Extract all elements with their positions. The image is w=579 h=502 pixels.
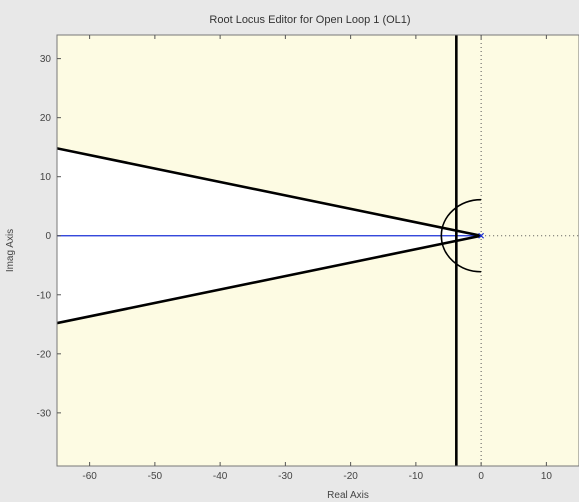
x-tick-label: -10	[409, 471, 424, 482]
plot-title: Root Locus Editor for Open Loop 1 (OL1)	[209, 14, 410, 26]
x-tick-label: -40	[213, 471, 228, 482]
y-tick-label: 30	[40, 54, 52, 65]
y-tick-label: 0	[45, 231, 51, 242]
y-tick-label: 20	[40, 113, 52, 124]
y-tick-label: -30	[37, 408, 52, 419]
damping-ratio-constraint-upper[interactable]	[57, 147, 482, 238]
x-tick-label: -60	[82, 471, 97, 482]
y-axis-label: Imag Axis	[5, 229, 16, 272]
y-tick-label: -20	[37, 349, 52, 360]
plot-content	[57, 35, 579, 466]
natural-frequency-constraint[interactable]	[440, 198, 482, 273]
y-tick-label: 10	[40, 172, 52, 183]
x-axis-label: Real Axis	[327, 490, 369, 501]
x-tick-label: -20	[343, 471, 358, 482]
x-tick-label: -30	[278, 471, 293, 482]
plot-frame	[56, 34, 579, 467]
y-tick-label: -10	[37, 290, 52, 301]
pole-marker[interactable]	[478, 232, 485, 239]
damping-ratio-constraint-lower[interactable]	[57, 234, 482, 325]
x-tick-label: 10	[541, 471, 553, 482]
pole-stroke	[478, 232, 485, 239]
x-tick-label: -50	[148, 471, 163, 482]
x-tick-label: 0	[478, 471, 484, 482]
